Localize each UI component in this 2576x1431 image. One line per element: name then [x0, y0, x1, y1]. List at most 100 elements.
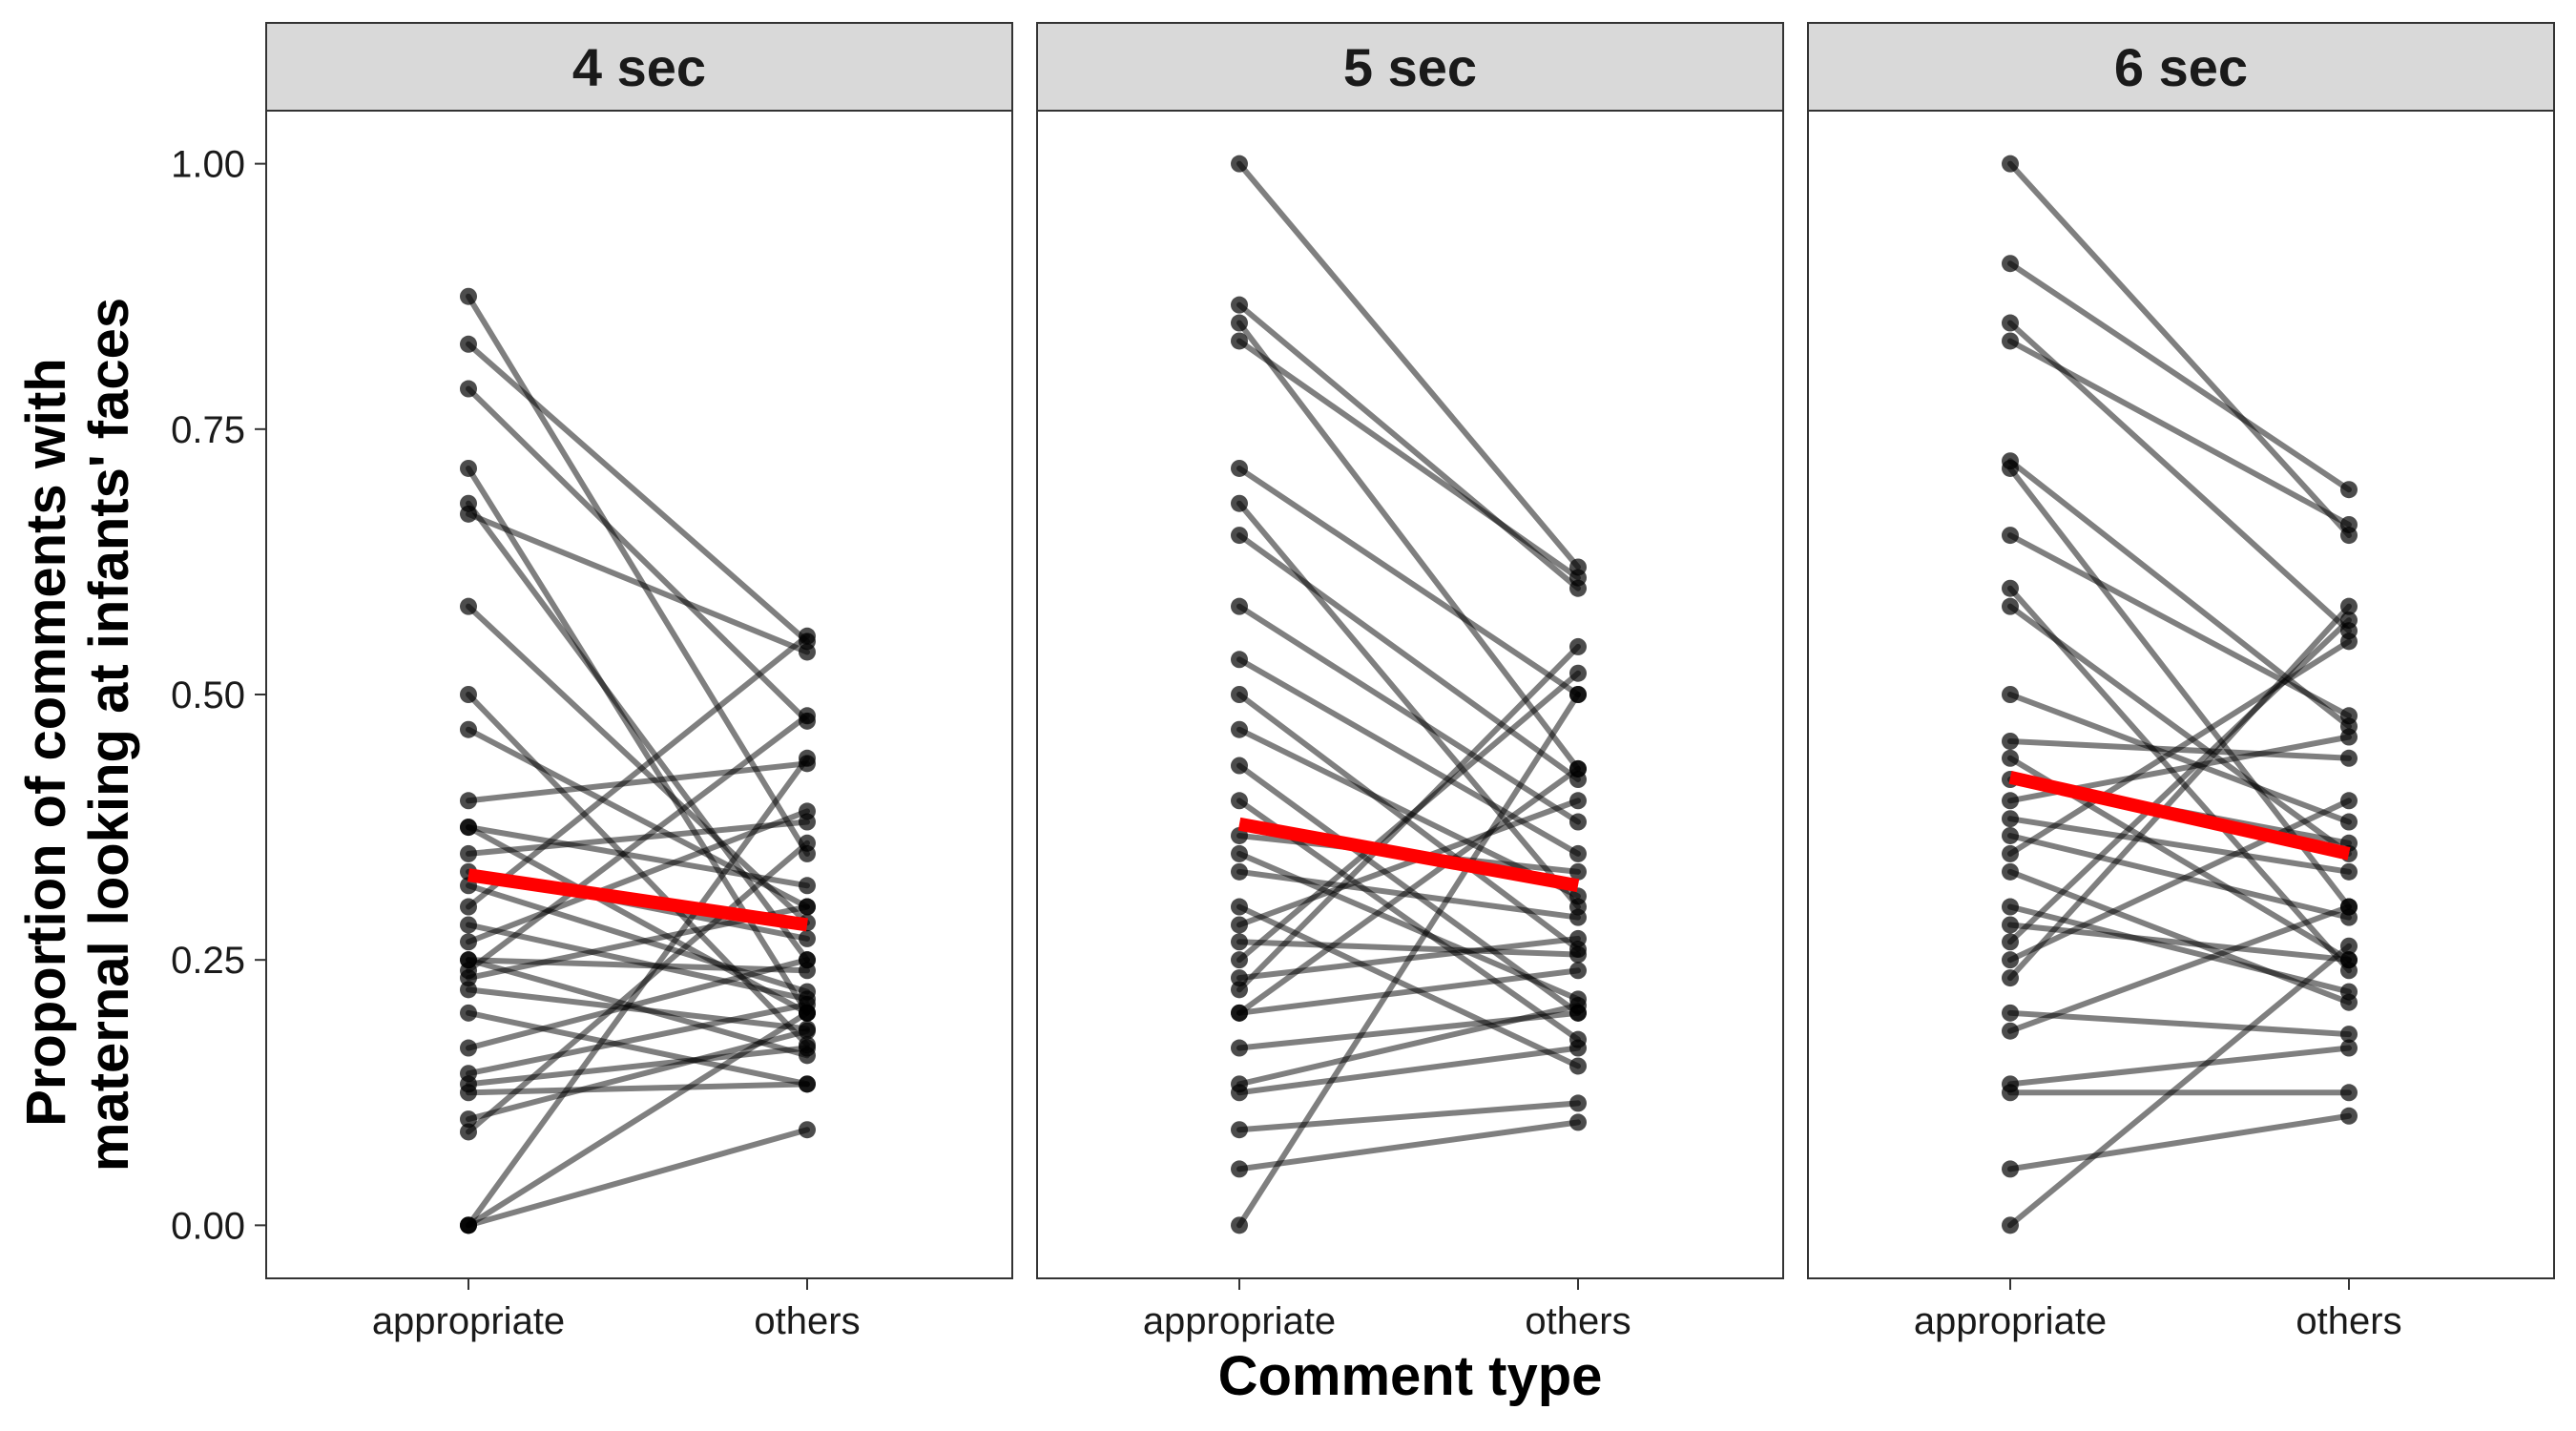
y-axis-title: Proportion of comments with maternal loo…: [15, 298, 140, 1172]
panel-6-sec: 6 sec appropriate others: [1807, 22, 2555, 1342]
point-others: [1569, 569, 1587, 587]
point-appropriate: [1231, 1121, 1248, 1139]
subject-line: [2007, 692, 2352, 825]
subject-line: [2007, 532, 2352, 719]
point-appropriate: [2002, 898, 2019, 916]
subject-line: [1236, 765, 1581, 1016]
point-appropriate: [2002, 255, 2019, 273]
subject-line: [466, 986, 810, 1032]
subject-line: [2007, 816, 2352, 875]
subject-line: [2007, 798, 2352, 964]
mean-line: [2008, 770, 2351, 861]
point-appropriate: [1231, 459, 1248, 477]
point-appropriate: [1231, 1039, 1248, 1057]
point-appropriate: [2002, 826, 2019, 844]
subject-line: [2007, 903, 2352, 995]
subject-line: [2007, 338, 2352, 528]
point-others: [799, 1075, 816, 1093]
point-appropriate: [1231, 651, 1248, 669]
subject-line: [466, 1009, 810, 1088]
subject-lines: [1236, 160, 1581, 1229]
point-appropriate: [1231, 686, 1248, 703]
subject-line: [466, 819, 810, 857]
point-others: [799, 1004, 816, 1022]
subject-line: [1236, 1119, 1581, 1172]
point-appropriate: [460, 686, 477, 703]
point-others: [799, 877, 816, 895]
point-others: [1569, 997, 1587, 1015]
subject-line: [2007, 260, 2352, 493]
point-appropriate: [2002, 1084, 2019, 1102]
point-appropriate: [460, 287, 477, 305]
point-others: [2340, 813, 2358, 831]
point-appropriate: [1231, 792, 1248, 810]
point-others: [799, 929, 816, 947]
subject-line: [1236, 868, 1581, 921]
point-appropriate: [460, 898, 477, 916]
point-appropriate: [460, 597, 477, 615]
subject-line: [1236, 320, 1581, 772]
subject-line: [466, 633, 810, 910]
subject-line: [466, 603, 810, 926]
subject-line: [1236, 643, 1581, 993]
point-others: [799, 951, 816, 969]
point-others: [2340, 728, 2358, 746]
point-others: [1569, 759, 1587, 778]
point-others: [2340, 937, 2358, 955]
point-appropriate: [460, 792, 477, 810]
point-others: [1569, 792, 1587, 810]
subject-line: [2007, 943, 2352, 1229]
subject-line: [2007, 1009, 2352, 1038]
subject-line: [1236, 967, 1581, 1016]
subject-line: [466, 510, 810, 655]
point-appropriate: [2002, 1004, 2019, 1022]
subject-line: [2007, 868, 2352, 1006]
point-appropriate: [460, 1084, 477, 1102]
subject-line: [466, 500, 810, 964]
subject-line: [466, 1127, 810, 1229]
panel-frame: [1807, 110, 2555, 1279]
point-appropriate: [2002, 749, 2019, 767]
x-tick-label: others: [754, 1300, 860, 1342]
point-others: [799, 707, 816, 725]
subject-line: [466, 385, 810, 724]
point-appropriate: [460, 981, 477, 999]
point-others: [2340, 898, 2358, 916]
point-appropriate: [1231, 527, 1248, 545]
point-others: [1569, 862, 1587, 881]
subject-line: [2007, 458, 2352, 730]
subject-line: [2007, 903, 2352, 1034]
point-appropriate: [1231, 1160, 1248, 1178]
point-appropriate: [1231, 494, 1248, 512]
mean-line: [1237, 817, 1580, 893]
point-appropriate: [1231, 597, 1248, 615]
point-others: [1569, 887, 1587, 905]
y-tick-label: 0.50: [171, 674, 245, 716]
subject-line: [2007, 603, 2352, 982]
point-others: [2340, 1039, 2358, 1057]
subject-line: [1236, 798, 1581, 928]
x-axis-title: Comment type: [1218, 1345, 1603, 1407]
point-appropriate: [1231, 1084, 1248, 1102]
subject-line: [1236, 338, 1581, 581]
subject-line: [466, 755, 810, 1229]
subject-points: [2002, 155, 2358, 1234]
subject-line: [466, 760, 810, 804]
point-others: [1569, 1057, 1587, 1075]
x-tick-label: others: [1525, 1300, 1631, 1342]
y-tick-label: 0.00: [171, 1205, 245, 1247]
point-others: [799, 834, 816, 852]
y-tick-label: 0.75: [171, 409, 245, 451]
panel-strip: [1807, 22, 2555, 112]
x-tick-label: others: [2296, 1300, 2401, 1342]
subject-line: [2007, 1112, 2352, 1172]
x-tick-label: appropriate: [372, 1300, 565, 1342]
point-appropriate: [1231, 844, 1248, 862]
point-others: [799, 1022, 816, 1040]
subject-line: [1236, 1003, 1581, 1088]
point-others: [2340, 633, 2358, 651]
point-appropriate: [2002, 933, 2019, 951]
subject-line: [1236, 465, 1581, 697]
subject-line: [2007, 160, 2352, 539]
